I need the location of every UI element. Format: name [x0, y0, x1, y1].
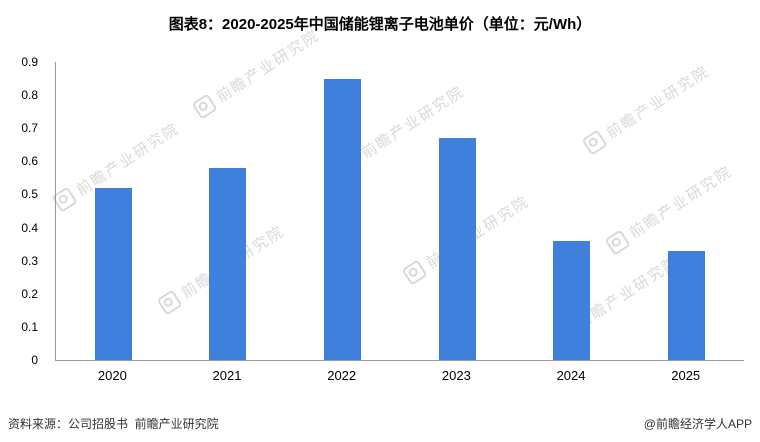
plot-area	[55, 62, 744, 361]
credit-note: @前瞻经济学人APP	[643, 417, 752, 431]
y-tick-label: 0.6	[21, 154, 38, 169]
x-tick-label: 2021	[212, 368, 242, 383]
bar-2021	[209, 168, 247, 360]
bar-2024	[553, 241, 591, 360]
bar-2023	[438, 138, 476, 360]
x-tick-label: 2022	[327, 368, 357, 383]
y-tick-label: 0.8	[21, 88, 38, 103]
y-tick-label: 0.2	[21, 286, 38, 301]
chart-title: 图表8：2020-2025年中国储能锂离子电池单价（单位：元/Wh）	[168, 16, 592, 33]
bar-2020	[94, 188, 132, 360]
y-tick-label: 0	[31, 353, 38, 367]
y-tick-label: 0.4	[21, 220, 38, 235]
x-axis-labels: 2020 2021 2022 2023 2024 2025	[55, 368, 743, 383]
x-tick-label: 2025	[671, 368, 701, 383]
x-tick-label: 2020	[97, 368, 127, 383]
x-tick-label: 2024	[556, 368, 586, 383]
bar-2022	[324, 79, 362, 360]
y-tick-label: 0.9	[21, 55, 38, 69]
bar-2025	[668, 251, 706, 360]
y-tick-label: 0.3	[21, 253, 38, 268]
y-tick-label: 0.1	[21, 319, 38, 334]
y-axis: 0 0.1 0.2 0.3 0.4 0.5 0.6 0.7 0.8 0.9	[0, 55, 48, 367]
x-tick-label: 2023	[441, 368, 471, 383]
y-tick-label: 0.7	[21, 121, 38, 136]
source-note: 资料来源：公司招股书 前瞻产业研究院	[8, 417, 219, 431]
y-tick-label: 0.5	[21, 187, 38, 202]
